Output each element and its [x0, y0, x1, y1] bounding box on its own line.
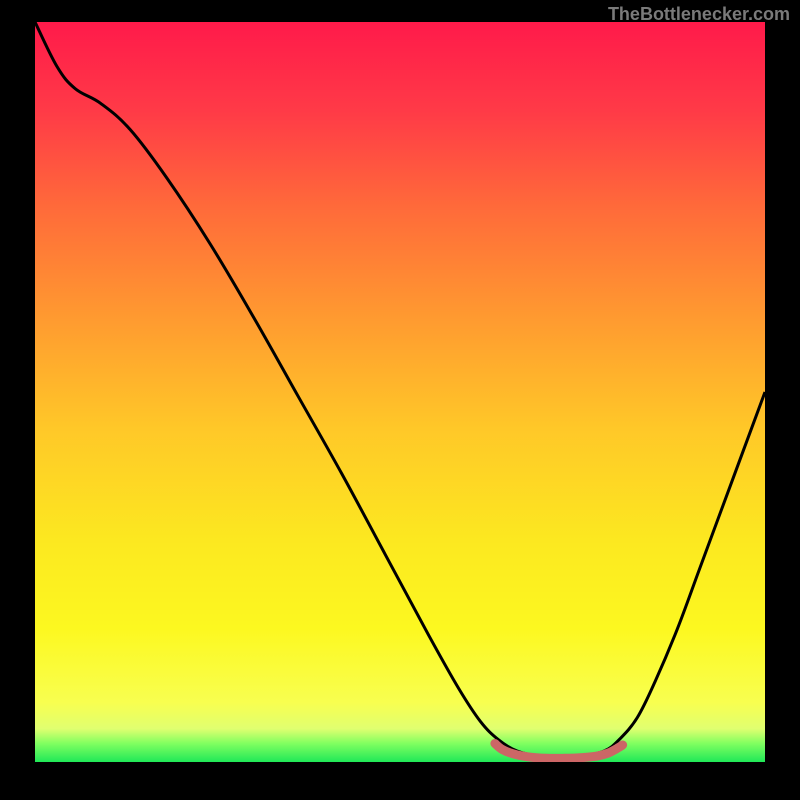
chart-plot-area — [35, 22, 765, 762]
watermark-text: TheBottlenecker.com — [608, 4, 790, 25]
bottleneck-curve — [35, 22, 765, 762]
